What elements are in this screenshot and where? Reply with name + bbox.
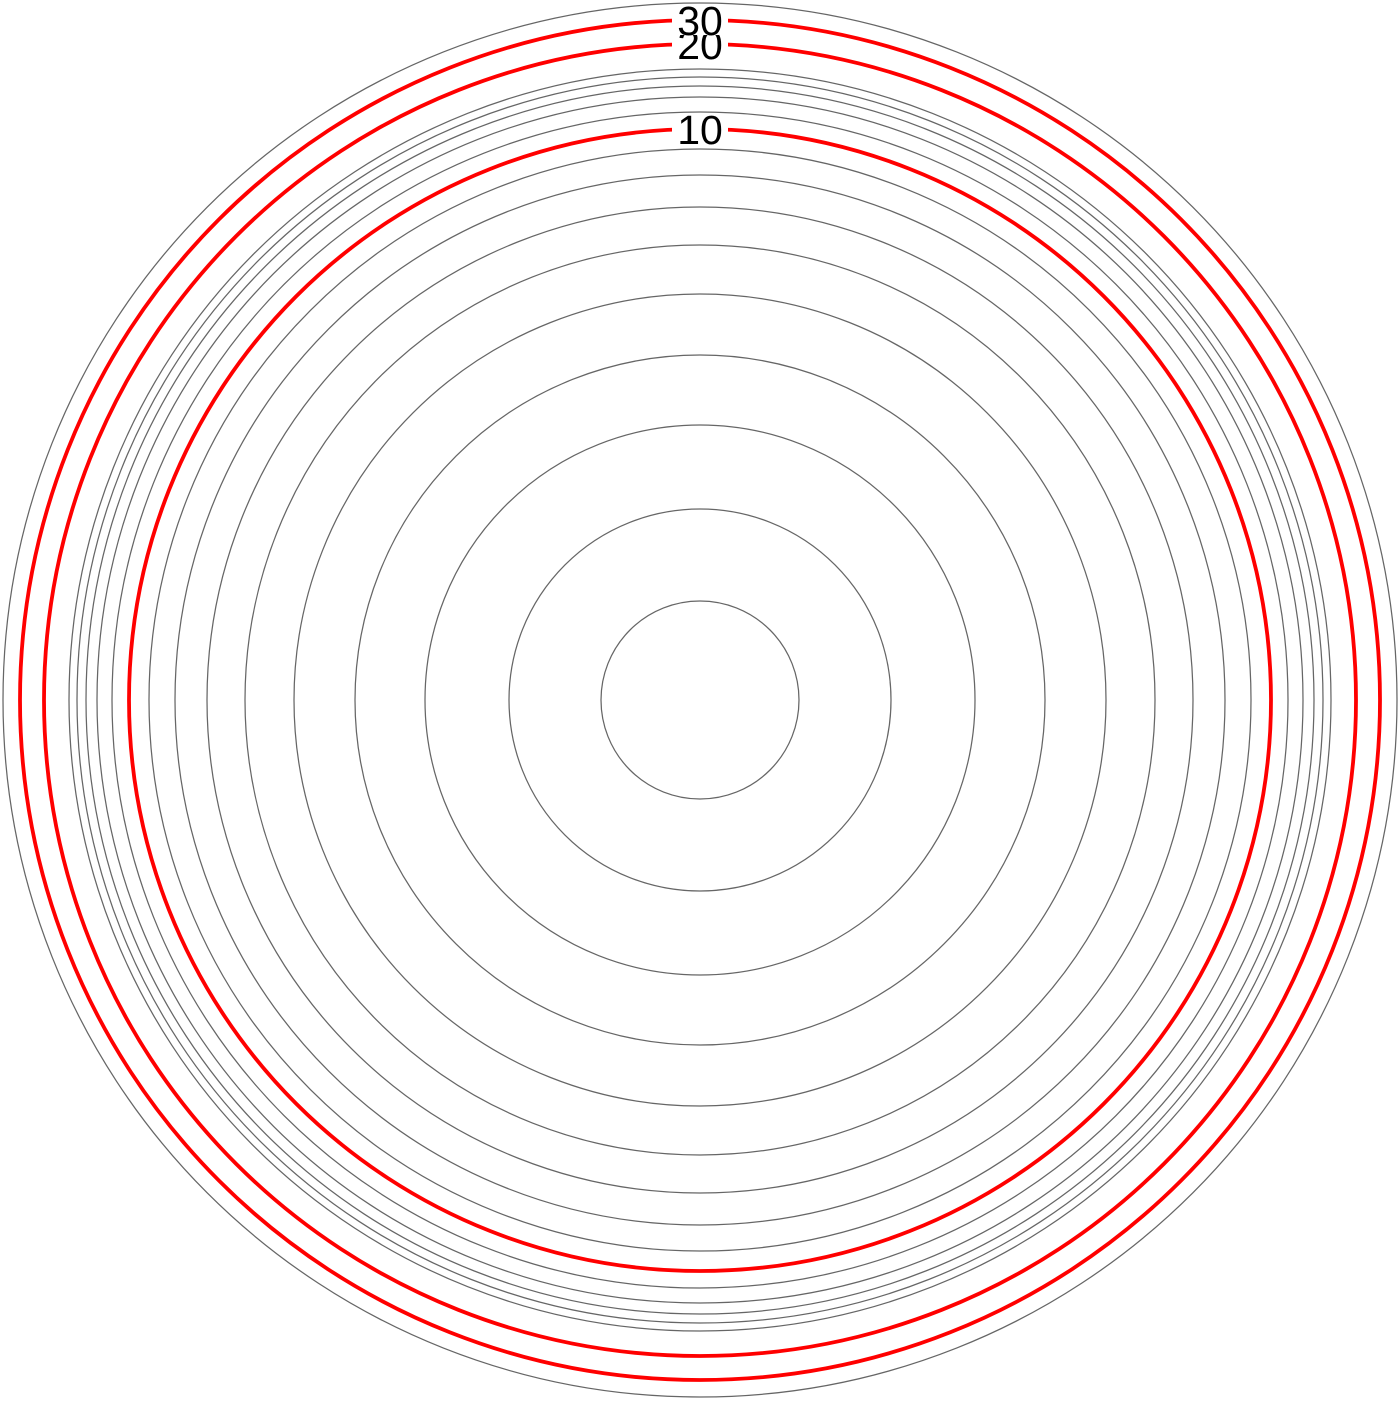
minor-contour-ring [111,111,1289,1289]
minor-contour-ring [148,148,1252,1252]
minor-contour-ring [293,293,1107,1107]
minor-contour-ring [508,508,892,892]
minor-contour-ring [354,354,1046,1046]
minor-contour-ring [76,76,1324,1324]
minor-contour-ring [174,174,1226,1226]
minor-contour-ring [206,206,1194,1194]
minor-contour-ring [244,244,1156,1156]
contour-label-30: 30 [677,0,723,44]
contour-label-halo-30 [672,5,728,35]
minor-contour-ring [85,85,1315,1315]
minor-contour-ring [600,600,800,800]
contour-label-10: 10 [677,107,723,153]
minor-contour-ring [68,68,1332,1332]
minor-contour-ring [424,424,976,976]
contour-label-halo-10 [672,114,728,144]
minor-contour-ring [96,96,1304,1304]
